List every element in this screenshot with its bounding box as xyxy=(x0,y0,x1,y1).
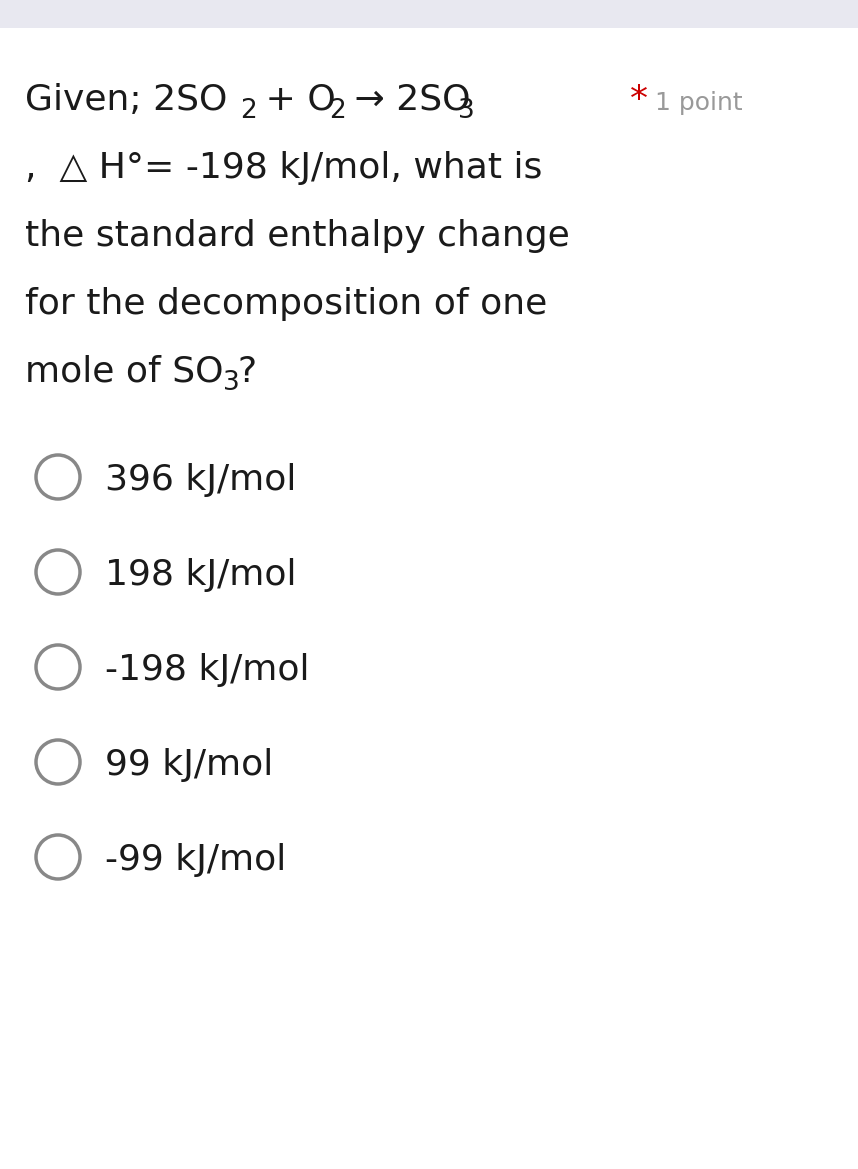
Text: → 2SO: → 2SO xyxy=(343,83,470,117)
Text: the standard enthalpy change: the standard enthalpy change xyxy=(25,219,570,253)
Text: -198 kJ/mol: -198 kJ/mol xyxy=(105,653,310,687)
Text: 1 point: 1 point xyxy=(655,91,743,115)
Text: 3: 3 xyxy=(223,371,239,396)
Ellipse shape xyxy=(36,740,80,784)
Ellipse shape xyxy=(36,645,80,689)
Text: *: * xyxy=(630,83,648,117)
Text: 198 kJ/mol: 198 kJ/mol xyxy=(105,558,297,592)
Text: ,  △ H°= -198 kJ/mol, what is: , △ H°= -198 kJ/mol, what is xyxy=(25,151,542,185)
Ellipse shape xyxy=(36,455,80,499)
Text: + O: + O xyxy=(254,83,335,117)
Text: for the decomposition of one: for the decomposition of one xyxy=(25,288,547,321)
Text: Given; 2SO: Given; 2SO xyxy=(25,83,227,117)
Text: ?: ? xyxy=(237,355,257,389)
Text: 99 kJ/mol: 99 kJ/mol xyxy=(105,748,273,782)
Text: 396 kJ/mol: 396 kJ/mol xyxy=(105,463,296,497)
Text: -99 kJ/mol: -99 kJ/mol xyxy=(105,843,287,877)
Bar xyxy=(0,0,858,28)
Ellipse shape xyxy=(36,835,80,879)
Text: 2: 2 xyxy=(240,98,257,124)
Text: mole of SO: mole of SO xyxy=(25,355,223,389)
Ellipse shape xyxy=(36,549,80,594)
Text: 3: 3 xyxy=(458,98,474,124)
Text: 2: 2 xyxy=(329,98,346,124)
